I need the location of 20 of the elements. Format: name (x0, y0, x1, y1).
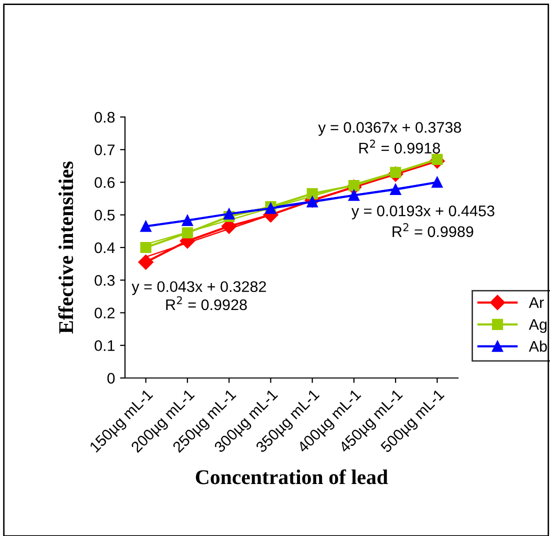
annotation: R$^{2}$ = 0.9989 (392, 223, 474, 238)
annotation: y = 0.0193x + 0.4453 (351, 206, 494, 220)
y-tick-label: 0.4 (94, 242, 115, 254)
y-tick-label: 0 (107, 372, 115, 384)
y-tick-label: 0.6 (94, 177, 115, 188)
legend-label: Ag (528, 319, 547, 333)
y-tick-label: 0.5 (94, 210, 115, 221)
legend-label: Ab (528, 340, 547, 352)
y-tick-label: 0.2 (94, 308, 115, 318)
annotation: y = 0.0367x + 0.3738 (318, 122, 462, 136)
legend-label: Ar (528, 297, 544, 308)
y-tick-label: 0.8 (94, 112, 115, 123)
annotation: y = 0.043x + 0.3282 (132, 281, 266, 296)
y-tick-label: 0.3 (94, 274, 115, 286)
x-axis-title: Concentration of lead (196, 469, 388, 484)
annotation: R$^{2}$ = 0.9918 (359, 140, 440, 154)
y-tick-label: 0.7 (94, 144, 115, 156)
y-tick-label: 0.1 (94, 340, 115, 352)
y-axis-title: Effective intensities (58, 162, 74, 334)
annotation: R$^{2}$ = 0.9928 (166, 296, 247, 310)
